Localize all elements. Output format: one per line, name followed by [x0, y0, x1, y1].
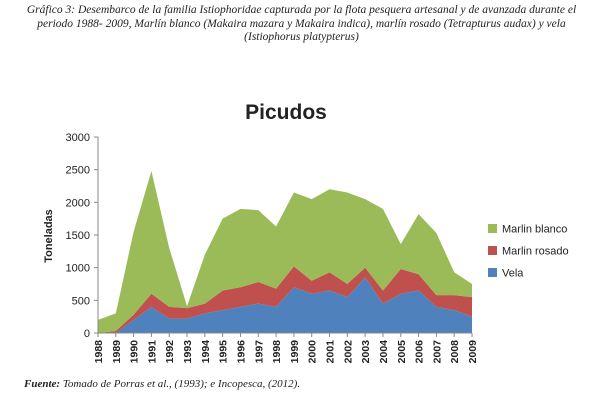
legend: Marlin blanco Marlin rosado Vela	[488, 224, 569, 280]
x-tick-label: 2001	[325, 340, 337, 364]
y-tick-label: 1000	[66, 263, 90, 275]
y-tick-label: 500	[72, 295, 90, 307]
x-tick-labels: 1988 1989 1990 1991 1992 1993 1994 1995 1996 1997…	[93, 340, 479, 364]
x-tick-label: 1992	[164, 340, 176, 364]
y-tick-label: 3000	[66, 132, 90, 144]
x-tick-label: 2005	[396, 340, 408, 364]
x-tick-label: 2000	[307, 340, 319, 364]
x-tick-label: 2002	[342, 340, 354, 364]
x-tick-label: 2006	[414, 340, 426, 364]
source-note: Fuente: Tomado de Porras et al., (1993);…	[24, 378, 300, 390]
x-tick-label: 1998	[271, 340, 283, 364]
x-tick-label: 1988	[93, 340, 105, 364]
x-tick-label: 2004	[378, 340, 390, 364]
legend-swatch-marlin-rosado	[488, 246, 497, 255]
y-tick-label: 1500	[66, 230, 90, 242]
axes-group	[94, 136, 473, 337]
x-tick-label: 2008	[449, 340, 461, 364]
x-tick-label: 2007	[431, 340, 443, 364]
legend-label-marlin-blanco: Marlin blanco	[502, 224, 567, 236]
x-tick-label: 1997	[253, 340, 265, 364]
y-tick-label: 2500	[66, 165, 90, 177]
chart-title: Picudos	[245, 101, 327, 124]
area-marlin-rosado	[98, 266, 472, 333]
x-tick-label: 1993	[182, 340, 194, 364]
legend-swatch-vela	[488, 268, 497, 277]
area-marlin-blanco	[98, 170, 472, 333]
x-tick-label: 1990	[129, 340, 141, 364]
y-tick-labels: 0 500 1000 1500 2000 2500 3000	[66, 132, 90, 340]
x-tick-label: 1994	[200, 340, 212, 364]
x-tick-label: 1991	[146, 340, 158, 364]
legend-label-vela: Vela	[502, 268, 524, 280]
legend-swatch-marlin-blanco	[488, 224, 497, 233]
y-tick-label: 0	[84, 328, 90, 340]
area-series-group	[98, 170, 472, 333]
area-vela	[98, 277, 472, 333]
source-text: Tomado de Porras et al., (1993); e Incop…	[60, 378, 301, 390]
x-tick-label: 2003	[360, 340, 372, 364]
y-axis-label: Toneladas	[43, 209, 55, 263]
figure-caption: Gráfico 3: Desembarco de la familia Isti…	[26, 4, 577, 43]
legend-label-marlin-rosado: Marlin rosado	[502, 246, 569, 258]
y-tick-label: 2000	[66, 197, 90, 209]
source-label: Fuente:	[24, 378, 61, 390]
x-tick-label: 1999	[289, 340, 301, 364]
x-tick-label: 2009	[467, 340, 479, 364]
x-tick-label: 1989	[111, 340, 123, 364]
x-tick-label: 1995	[218, 340, 230, 364]
x-tick-label: 1996	[235, 340, 247, 364]
